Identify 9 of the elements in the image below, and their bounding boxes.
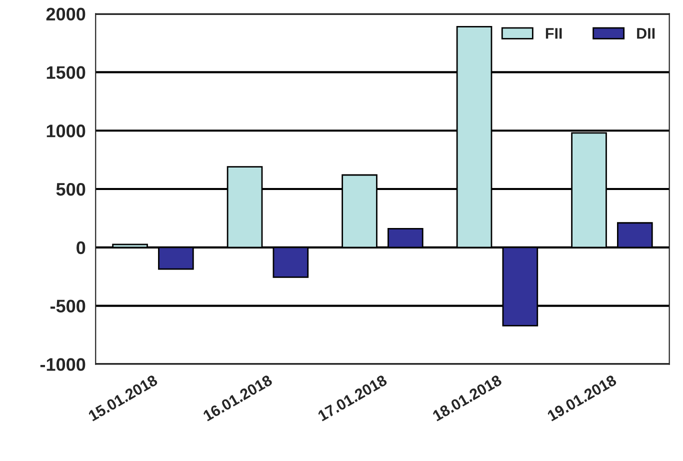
y-tick-label: -1000 — [40, 358, 86, 371]
y-tick-label: 1000 — [46, 124, 86, 138]
legend-label: DII — [637, 28, 655, 39]
y-tick-label: 1500 — [46, 66, 86, 79]
y-tick-label: 0 — [76, 241, 86, 254]
y-tick-label: -500 — [50, 300, 86, 313]
y-tick-label: 2000 — [46, 8, 86, 21]
legend-label: FII — [546, 28, 562, 39]
y-tick-label: 500 — [56, 182, 86, 196]
